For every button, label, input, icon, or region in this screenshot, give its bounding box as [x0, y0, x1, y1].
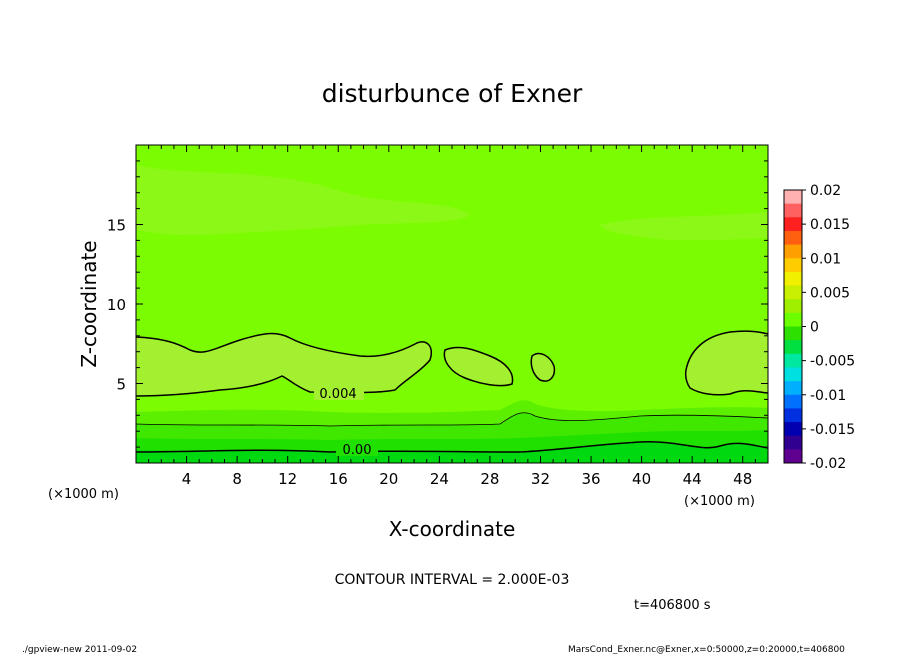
colorbar-segment	[784, 217, 802, 232]
colorbar-segment	[784, 258, 802, 273]
colorbar-label: 0.02	[810, 183, 841, 199]
chart-title: disturbunce of Exner	[322, 79, 583, 108]
x-tick-label: 32	[531, 470, 550, 488]
colorbar-segment	[784, 422, 802, 437]
footer-left: ./gpview-new 2011-09-02	[22, 645, 137, 654]
contour-label-000: 0.00	[343, 443, 372, 458]
colorbar-segment	[784, 340, 802, 355]
colorbar-segment	[784, 435, 802, 450]
y-axis-label: Z-coordinate	[77, 240, 101, 367]
x-tick-label: 44	[683, 470, 702, 488]
x-tick-label: 20	[379, 470, 398, 488]
colorbar-label: -0.015	[810, 422, 855, 438]
contour-line-0004	[135, 332, 432, 397]
colorbar-label: -0.005	[810, 354, 855, 370]
contour-label-0004: 0.004	[319, 387, 356, 402]
x-tick-label: 12	[278, 470, 297, 488]
time-label: t=406800 s	[634, 598, 711, 613]
contour-line-thin	[135, 412, 769, 427]
y-axis-ticks: 5 10 15	[107, 160, 768, 448]
contour-label-bg-1	[314, 386, 364, 400]
colorbar-label: 0.015	[810, 217, 850, 233]
colorbar-segment	[784, 449, 802, 464]
colorbar-segment	[784, 299, 802, 314]
plot-area: 0.004 0.00	[135, 144, 769, 464]
y-tick-label: 10	[107, 296, 126, 314]
colorbar-label: -0.01	[810, 388, 846, 404]
field-region-high-small	[531, 353, 555, 382]
colorbar-segment	[784, 312, 802, 327]
colorbar-segment	[784, 230, 802, 246]
colorbar-segment	[784, 271, 802, 287]
x-tick-label: 16	[329, 470, 348, 488]
colorbar-label: 0.005	[810, 285, 850, 301]
colorbar-segment	[784, 190, 802, 205]
colorbar-segment	[784, 381, 802, 396]
x-unit-left: (×1000 m)	[48, 487, 119, 502]
colorbar-segment	[784, 394, 802, 409]
field-patch-upper-right	[600, 212, 768, 241]
colorbar-label: 0	[810, 320, 819, 336]
colorbar-label: -0.02	[810, 456, 846, 472]
contour-line-0004-right	[684, 330, 769, 396]
colorbar-segment	[784, 353, 802, 368]
field-region-high	[136, 333, 432, 396]
colorbar-label: 0.01	[810, 251, 841, 267]
colorbar-segment	[784, 285, 802, 300]
contour-label-bg-2	[336, 442, 378, 456]
x-axis-label: X-coordinate	[389, 517, 516, 541]
x-tick-label: 40	[632, 470, 651, 488]
field-region-high-right	[685, 331, 768, 395]
colorbar-segment	[784, 326, 802, 341]
contour-line-0004-small	[530, 352, 556, 382]
footer-right: MarsCond_Exner.nc@Exner,x=0:50000,z=0:20…	[568, 645, 845, 654]
colorbar-segment	[784, 244, 802, 259]
field-band-4	[136, 441, 768, 463]
contour-line-000	[135, 441, 769, 453]
colorbar-segment	[784, 203, 802, 218]
colorbar-segment	[784, 408, 802, 423]
x-tick-label: 24	[430, 470, 449, 488]
y-tick-label: 15	[107, 217, 126, 235]
contour-interval: CONTOUR INTERVAL = 2.000E-03	[335, 572, 570, 588]
x-tick-label: 28	[480, 470, 499, 488]
colorbar-segment	[784, 367, 802, 382]
x-tick-label: 48	[733, 470, 752, 488]
x-tick-label: 4	[182, 470, 192, 488]
field-patch-upper	[136, 165, 470, 236]
x-axis-ticks: 4 8 12 16 20 24 28 32 36 40 44 48	[148, 145, 756, 488]
x-tick-label: 36	[581, 470, 600, 488]
x-tick-label: 8	[232, 470, 242, 488]
contour-line-0004-mid	[443, 346, 514, 387]
colorbar: 0.02 0.015 0.01 0.005 0 -0.005 -0.01 -0.015 -0.0…	[783, 183, 855, 472]
y-tick-label: 5	[116, 376, 126, 394]
x-unit-right: (×1000 m)	[684, 494, 755, 509]
